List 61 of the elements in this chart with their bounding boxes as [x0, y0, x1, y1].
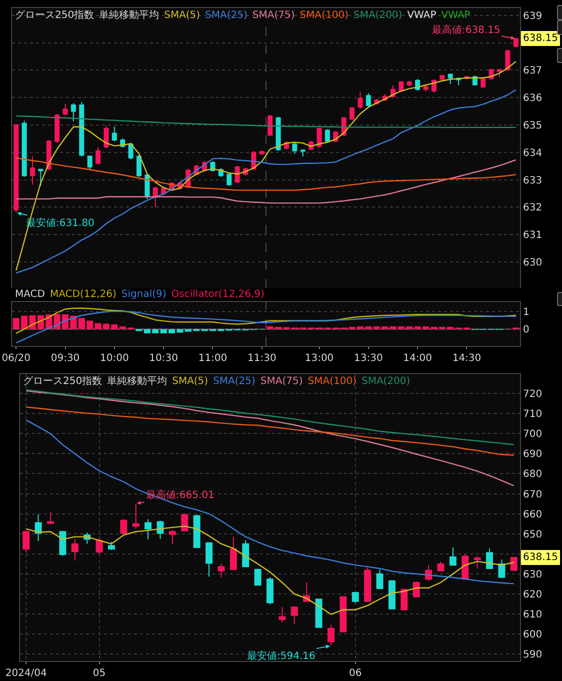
chart-title: グロース250指数 [23, 376, 102, 387]
y-tick-label: 690 [523, 449, 542, 460]
series-label: Signal(9) [121, 289, 166, 300]
text: SMA(25) [205, 10, 248, 21]
text: SMA(200) [361, 376, 410, 387]
y-tick-label: 639 [523, 10, 542, 22]
x-tick-label: 06 [349, 668, 362, 679]
text: SMA(75) [260, 376, 303, 387]
y-tick-label: 637 [523, 66, 542, 77]
y-tick-label: 630 [523, 569, 542, 580]
y-tick-label: 620 [523, 589, 542, 600]
y-tick-label: 635 [523, 120, 542, 132]
y-tick-label: 710 [523, 409, 542, 420]
series-label: MACD(12,26) [50, 289, 116, 300]
annotation: 最高値:638.15 [432, 24, 500, 36]
y-tick-label: 632 [523, 202, 542, 214]
y-tick-label: 630 [523, 257, 542, 268]
x-tick-label: 05 [92, 668, 106, 679]
text: SMA(100) [308, 376, 356, 387]
y-tick-label: 633 [523, 175, 542, 186]
y-tick-label: 700 [523, 429, 542, 440]
text: SMA(25) [213, 376, 256, 387]
x-tick-label: 11:30 [247, 353, 276, 364]
chart-title: MACD [15, 289, 45, 300]
y-tick-label: 590 [523, 649, 542, 660]
legend-title: 単純移動平均 [99, 10, 160, 21]
x-tick-label: 13:00 [304, 353, 334, 364]
y-tick-label: 631 [523, 230, 542, 242]
annotation: 最安値:594.16 [247, 650, 316, 662]
y-tick-label: 660 [523, 509, 542, 520]
text: Oscillator(12,26,9) [171, 289, 264, 300]
x-tick-label: 06/20 [2, 353, 31, 364]
legend-label: VWAP [441, 10, 470, 21]
x-tick-label: 11:00 [198, 353, 228, 364]
text: SMA(100) [300, 10, 348, 21]
text: 638.15 [523, 33, 558, 44]
x-tick-label: 09:30 [50, 353, 80, 364]
text: SMA(75) [252, 10, 295, 21]
y-tick-label: 1 [523, 307, 530, 318]
text: SMA(5) [172, 376, 208, 387]
text: SMA(200) [353, 10, 402, 21]
y-tick-label: 610 [523, 609, 542, 620]
x-tick-label: 2024/04 [5, 668, 47, 679]
y-tick-label: 720 [523, 389, 542, 400]
y-tick-label: 600 [523, 629, 542, 640]
x-tick-label: 10:30 [149, 353, 178, 364]
y-tick-label: 634 [523, 148, 542, 159]
x-tick-label: 14:30 [452, 353, 482, 364]
legend-label: VWAP [407, 10, 436, 21]
y-tick-label: 0 [523, 324, 530, 336]
x-tick-label: 10:00 [100, 353, 129, 364]
text: 638.15 [523, 552, 558, 563]
text: SMA(5) [164, 10, 200, 21]
y-tick-label: 670 [523, 489, 542, 500]
legend-title: 単純移動平均 [107, 376, 168, 387]
x-tick-label: 13:30 [354, 353, 383, 364]
chart-title: グロース250指数 [15, 10, 94, 21]
y-tick-label: 636 [523, 93, 542, 104]
x-tick-label: 14:00 [403, 353, 432, 364]
y-tick-label: 650 [523, 529, 542, 540]
y-tick-label: 680 [523, 469, 542, 480]
